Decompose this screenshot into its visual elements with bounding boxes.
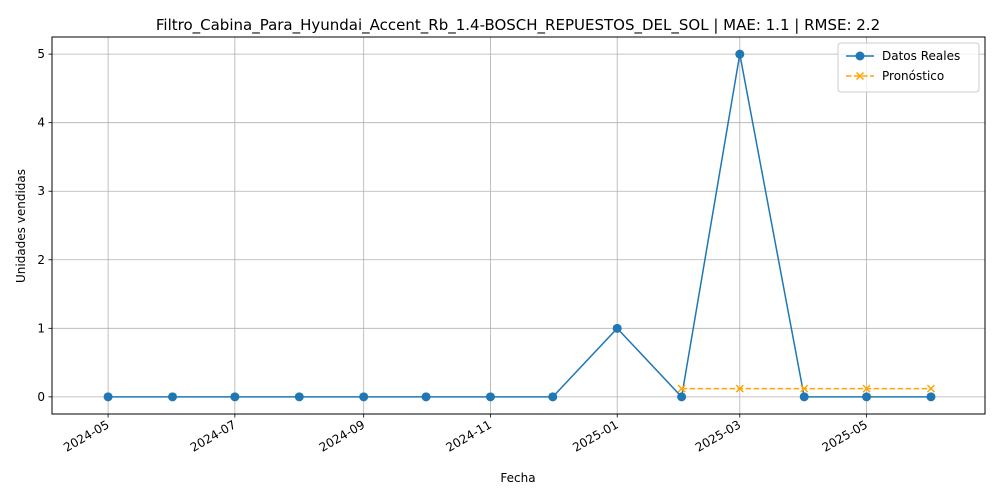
y-tick-label: 4: [37, 116, 45, 130]
legend-marker-actual: [855, 51, 865, 61]
data-point: [485, 392, 495, 402]
x-tick-label: 2025-05: [820, 417, 870, 454]
data-point: [612, 323, 622, 333]
chart-title: Filtro_Cabina_Para_Hyundai_Accent_Rb_1.4…: [156, 16, 880, 35]
legend-label-actual: Datos Reales: [882, 49, 960, 63]
y-tick-label: 3: [37, 184, 45, 198]
y-tick-label: 0: [37, 390, 45, 404]
x-tick-label: 2024-05: [61, 417, 111, 454]
y-axis-ticks: 0 1 2 3 4 5: [37, 47, 52, 404]
data-point: [103, 392, 113, 402]
data-point: [168, 392, 178, 402]
data-point: [359, 392, 369, 402]
x-tick-label: 2025-03: [693, 417, 743, 454]
data-point: [862, 384, 871, 393]
x-tick-label: 2025-01: [570, 417, 620, 454]
series-0: [103, 49, 936, 402]
series-1: [677, 384, 936, 393]
y-tick-label: 5: [37, 47, 45, 61]
data-point: [735, 384, 744, 393]
x-tick-label: 2024-07: [188, 417, 238, 454]
grid: [52, 37, 985, 414]
data-point: [421, 392, 431, 402]
legend-label-forecast: Pronóstico: [882, 69, 944, 83]
data-point: [677, 392, 687, 402]
data-point: [548, 392, 558, 402]
y-tick-label: 1: [37, 321, 45, 335]
legend-marker-forecast: [855, 71, 865, 81]
legend: Datos Reales Pronóstico: [837, 42, 980, 93]
x-axis-label: Fecha: [500, 471, 535, 485]
data-point: [926, 392, 936, 402]
data-point: [677, 384, 686, 393]
data-point: [294, 392, 304, 402]
plot-frame: [51, 36, 986, 415]
data-point: [735, 49, 745, 59]
data-point: [230, 392, 240, 402]
y-axis-label: Unidades vendidas: [14, 169, 28, 283]
x-tick-label: 2024-09: [317, 417, 367, 454]
series-line: [108, 53, 931, 399]
data-point: [926, 384, 936, 393]
data-point: [862, 392, 872, 402]
x-axis-ticks: 2024-05 2024-07 2024-09 2024-11 2025-01 2025-…: [61, 414, 870, 455]
y-tick-label: 2: [37, 253, 45, 267]
series-layer: [103, 49, 936, 402]
data-point: [799, 392, 809, 402]
data-point: [800, 384, 809, 393]
x-tick-label: 2024-11: [444, 417, 494, 454]
